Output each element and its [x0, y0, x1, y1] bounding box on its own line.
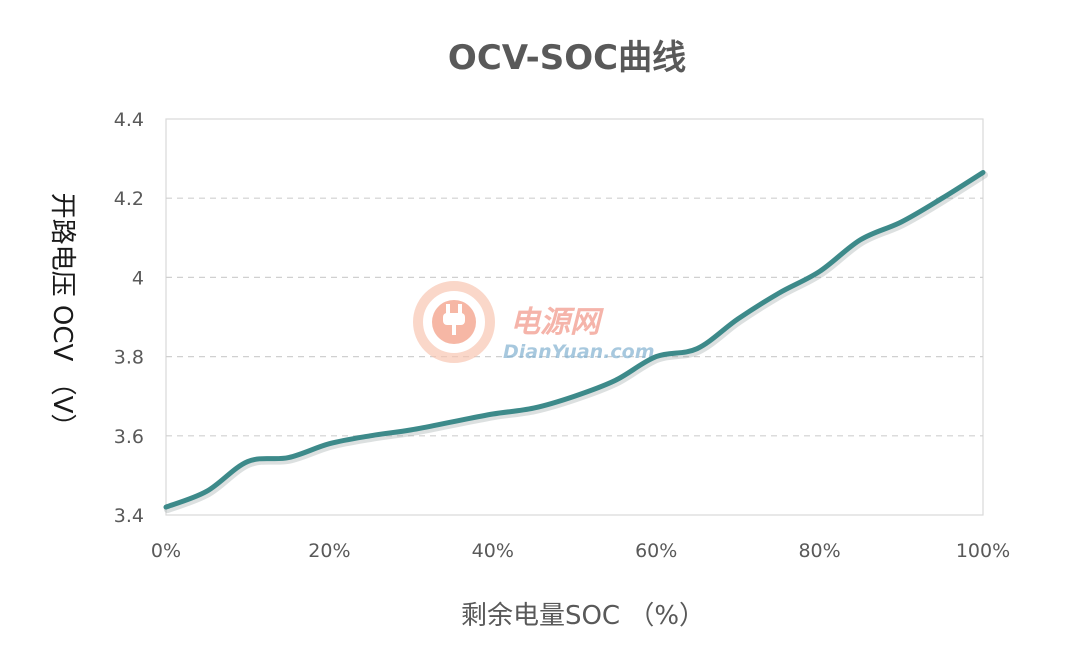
x-tick-label: 60% — [635, 540, 677, 562]
watermark: 电源网 DianYuan.com — [413, 281, 655, 363]
series-line-shadow — [164, 171, 988, 514]
chart-title: OCV-SOC曲线 — [448, 38, 686, 78]
x-tick-label: 20% — [308, 540, 350, 562]
y-tick-label: 3.6 — [114, 426, 144, 448]
x-tick-label: 40% — [472, 540, 514, 562]
y-tick-label: 4 — [132, 267, 144, 289]
y-tick-label: 3.8 — [114, 347, 144, 369]
watermark-en-text: DianYuan.com — [503, 341, 655, 363]
x-tick-label: 100% — [956, 540, 1010, 562]
x-tick-label: 0% — [151, 540, 181, 562]
y-tick-label: 4.2 — [114, 188, 144, 210]
watermark-cn-text: 电源网 — [510, 305, 604, 340]
y-tick-label: 3.4 — [114, 505, 144, 527]
plot-area-frame — [165, 118, 984, 516]
y-tick-label: 4.4 — [114, 109, 144, 131]
power-plug-logo-icon — [413, 281, 495, 363]
x-tick-label: 80% — [798, 540, 840, 562]
y-axis-label: 开路电压 OCV （V） — [47, 193, 77, 440]
gridlines — [166, 197, 983, 437]
data-series — [163, 169, 988, 514]
ocv-series-line — [163, 169, 986, 510]
x-axis-ticks: 0% 20% 40% 60% 80% 100% — [151, 540, 1010, 562]
y-axis-ticks: 3.4 3.6 3.8 4 4.2 4.4 — [114, 109, 144, 527]
x-axis-label: 剩余电量SOC （%） — [461, 601, 705, 631]
